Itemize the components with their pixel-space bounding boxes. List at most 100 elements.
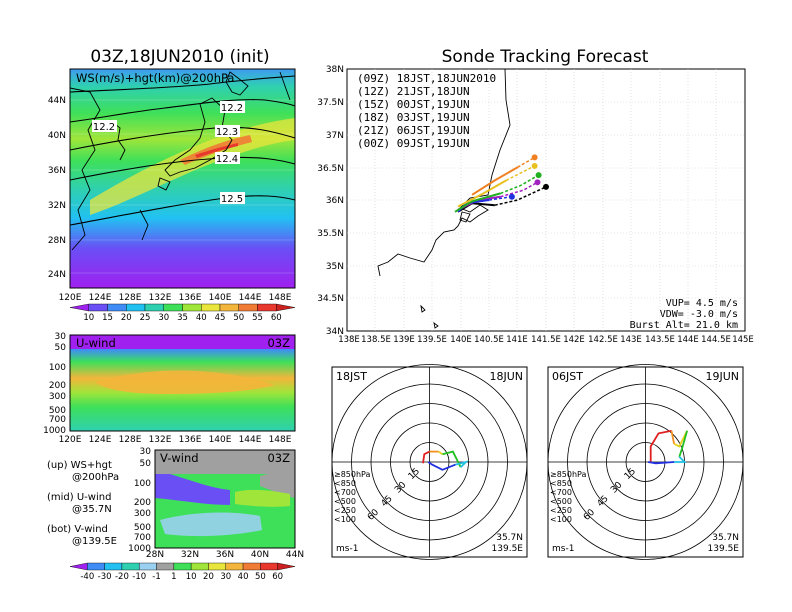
track-endpoint: [543, 183, 549, 190]
colorbar-swatch: [88, 303, 108, 312]
hodo-trace: [647, 461, 675, 465]
vdw-text: VDW= -3.0 m/s: [660, 309, 738, 320]
lon-tick: 139E: [393, 335, 415, 345]
legend-notes: (up) WS+hgt @200hPa (mid) U-wind @35.7N …: [47, 460, 119, 547]
colorbar-swatch: [260, 562, 278, 571]
colorbar-level: -1: [152, 572, 160, 582]
lon-tick: 144E: [677, 335, 699, 345]
hodo-legend-item: <250: [550, 506, 572, 515]
track-legend-item: (09Z) 18JST,18JUN2010: [357, 72, 496, 85]
lat-tick: 32N: [181, 550, 199, 560]
track-lines: [454, 154, 549, 213]
hodo-trace: [455, 460, 469, 468]
colorbar-level: 45: [215, 313, 226, 323]
lon-tick: 148E: [269, 293, 292, 303]
vwind-north: [155, 474, 230, 505]
colorbar-swatch: [173, 562, 192, 571]
hodo-date: 18JUN: [489, 370, 523, 383]
track-solid: [471, 166, 519, 196]
track-endpoint: [534, 179, 541, 186]
map200-contours: [69, 75, 296, 226]
colorbar-swatch: [190, 562, 209, 571]
lon-tick: 144E: [239, 435, 262, 445]
colorbar-level: 30: [158, 313, 169, 323]
vwind-panel: V-wind 03Z 30 50 100 200 300 500 700 100…: [128, 447, 304, 560]
contour-label: 12.4: [216, 154, 238, 165]
hodo-trace: [438, 450, 443, 455]
colorbar-level: -40: [80, 572, 94, 582]
vwind-label: V-wind: [160, 451, 199, 465]
lon-tick: 124E: [89, 293, 112, 303]
lon-tick: 132E: [149, 435, 172, 445]
lon-tick: 132E: [149, 293, 172, 303]
map200-label: WS(m/s)+hgt(km)@200hPa: [76, 71, 234, 85]
uwind-lon-ticks: 120E 124E 128E 132E 136E 140E 144E 148E: [59, 435, 292, 445]
p-tick: 200: [49, 381, 66, 391]
colorbar-swatch: [139, 562, 157, 571]
colorbar-swatch: [163, 303, 183, 312]
hodo-trace: [673, 430, 688, 448]
hodo-loc: 139.5E: [708, 544, 740, 554]
note-line: @35.7N: [72, 504, 112, 515]
map200-panel: 12.2 12.2 12.3 12.4 12.5 WS(m/s)+hgt(km)…: [48, 68, 296, 303]
uwind-panel: U-wind 03Z 30 50 100 200 300 500 700 100…: [43, 332, 296, 445]
colorbar-level: 30: [220, 572, 231, 582]
track-dashed: [517, 156, 535, 168]
p-tick: 200: [134, 498, 151, 508]
colorbar-level: 20: [203, 572, 214, 582]
lon-tick: 142.5E: [588, 335, 618, 345]
track-endpoint: [531, 162, 538, 169]
colorbar-swatch: [144, 303, 164, 312]
p-tick: 300: [49, 392, 66, 402]
colorbar-level: 25: [140, 313, 151, 323]
track-solid: [457, 179, 507, 208]
p-tick: 700: [134, 533, 151, 543]
hodo-legend-item: <850: [334, 479, 356, 488]
p-tick: 30: [55, 332, 67, 342]
lat-tick: 35N: [326, 262, 344, 272]
lat-tick: 36N: [326, 196, 344, 206]
lat-tick: 44N: [48, 96, 66, 106]
track-endpoint: [508, 193, 515, 200]
lon-tick: 124E: [89, 435, 112, 445]
colorbar-swatch: [69, 562, 88, 571]
note-line: @139.5E: [72, 536, 117, 547]
colorbar-swatch: [238, 303, 258, 312]
lat-tick: 35.5N: [317, 229, 344, 239]
contour-label: 12.2: [221, 103, 243, 114]
hodo-loc: 35.7N: [712, 533, 739, 543]
lon-tick: 136E: [179, 435, 202, 445]
track-dashed: [494, 186, 547, 206]
lon-tick: 120E: [59, 293, 82, 303]
colorbar-swatch: [87, 562, 105, 571]
lat-tick: 36N: [216, 550, 234, 560]
map200-lat-ticks: 44N 40N 36N 32N 28N 24N: [48, 96, 66, 280]
lon-tick: 139.5E: [417, 335, 447, 345]
vwind-p-ticks: 30 50 100 200 300 500 700 1000: [128, 447, 151, 554]
lon-tick: 145E: [732, 335, 754, 345]
track-map-coast: [377, 68, 511, 329]
lon-tick: 136E: [179, 293, 202, 303]
lat-tick: 28N: [48, 236, 66, 246]
track-legend-item: (18Z) 03JST,19JUN: [357, 111, 470, 124]
track-legend-item: (12Z) 21JST,18JUN: [357, 85, 470, 98]
p-tick: 700: [49, 415, 66, 425]
colorbar-level: 50: [233, 313, 244, 323]
lon-tick: 144E: [239, 293, 262, 303]
lon-tick: 140E: [209, 435, 232, 445]
colorbar-swatch: [257, 303, 277, 312]
track-legend-item: (21Z) 06JST,19JUN: [357, 124, 470, 137]
lat-tick: 40N: [48, 131, 66, 141]
lon-tick: 138.5E: [361, 335, 391, 345]
burst-text: Burst Alt= 21.0 km: [630, 320, 738, 331]
hodo-trace: [427, 461, 456, 471]
lat-tick: 40N: [251, 550, 269, 560]
lon-tick: 143E: [620, 335, 642, 345]
colorbar-swatch: [276, 303, 296, 312]
track-dashed: [500, 181, 538, 198]
contour-label: 12.3: [216, 127, 238, 138]
lon-tick: 142E: [563, 335, 585, 345]
p-tick: 500: [49, 406, 66, 416]
colorbar-swatch: [242, 562, 261, 571]
